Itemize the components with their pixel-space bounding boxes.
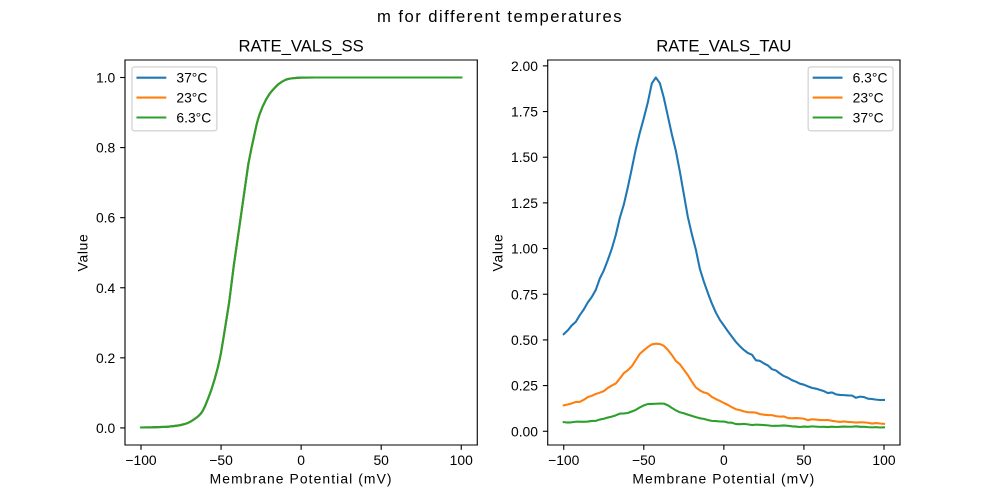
svg-text:0: 0 (720, 452, 728, 468)
svg-text:0.8: 0.8 (96, 140, 116, 156)
svg-text:0.25: 0.25 (511, 378, 538, 394)
svg-text:−50: −50 (209, 452, 233, 468)
svg-text:100: 100 (450, 452, 473, 468)
svg-text:2.00: 2.00 (511, 58, 538, 74)
svg-text:37°C: 37°C (176, 70, 207, 86)
svg-text:1.50: 1.50 (511, 149, 538, 165)
svg-text:Value: Value (490, 234, 506, 272)
svg-text:−50: −50 (632, 452, 656, 468)
svg-text:1.25: 1.25 (511, 195, 538, 211)
svg-text:37°C: 37°C (853, 109, 884, 125)
svg-text:0.00: 0.00 (511, 423, 538, 439)
svg-text:0.75: 0.75 (511, 286, 538, 302)
svg-text:0: 0 (297, 452, 305, 468)
svg-text:0.0: 0.0 (96, 420, 116, 436)
svg-text:Membrane Potential (mV): Membrane Potential (mV) (632, 470, 815, 486)
svg-text:50: 50 (796, 452, 812, 468)
svg-text:1.0: 1.0 (96, 70, 116, 86)
svg-text:100: 100 (872, 452, 895, 468)
svg-text:−100: −100 (125, 452, 157, 468)
svg-text:−100: −100 (548, 452, 580, 468)
svg-text:50: 50 (373, 452, 389, 468)
svg-text:6.3°C: 6.3°C (176, 109, 211, 125)
svg-text:1.00: 1.00 (511, 241, 538, 257)
svg-text:23°C: 23°C (853, 89, 884, 105)
svg-text:0.2: 0.2 (96, 350, 116, 366)
svg-text:RATE_VALS_SS: RATE_VALS_SS (238, 37, 363, 56)
svg-text:1.75: 1.75 (511, 104, 538, 120)
svg-text:0.50: 0.50 (511, 332, 538, 348)
svg-text:Value: Value (75, 234, 91, 272)
svg-text:Membrane Potential (mV): Membrane Potential (mV) (210, 470, 393, 486)
svg-text:RATE_VALS_TAU: RATE_VALS_TAU (656, 37, 791, 56)
svg-text:0.4: 0.4 (96, 280, 116, 296)
svg-text:m for different temperatures: m for different temperatures (377, 7, 623, 26)
svg-text:6.3°C: 6.3°C (853, 70, 888, 86)
svg-text:23°C: 23°C (176, 89, 207, 105)
svg-text:0.6: 0.6 (96, 210, 116, 226)
